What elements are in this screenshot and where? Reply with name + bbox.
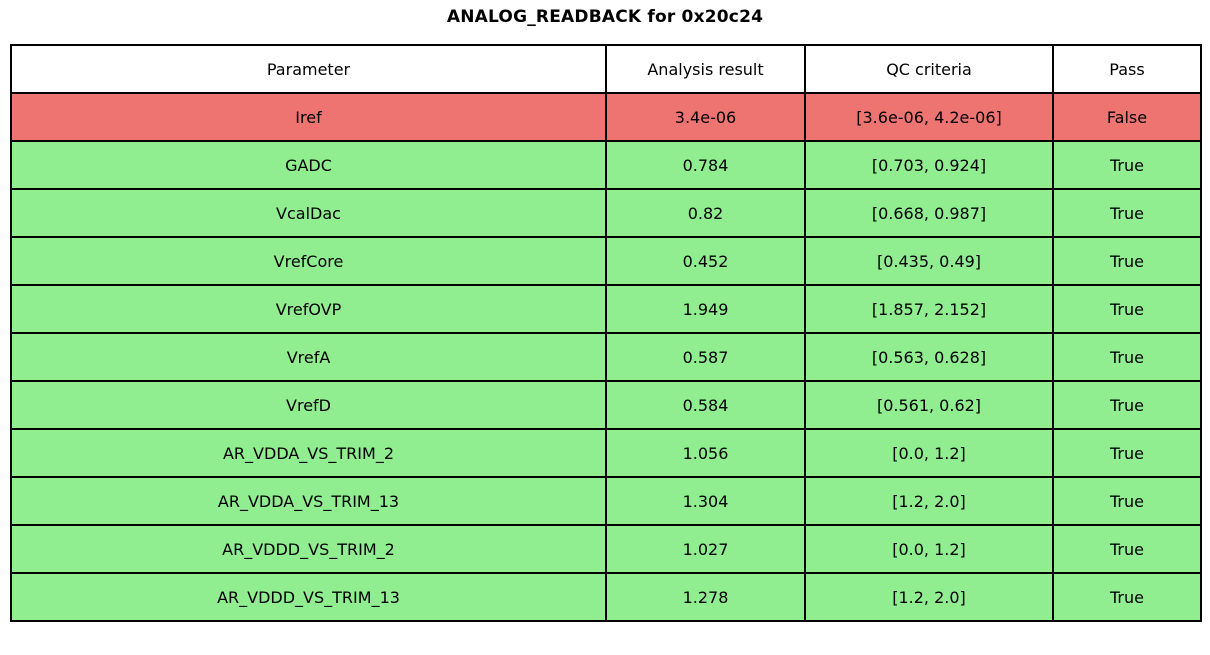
readback-table: Parameter Analysis result QC criteria Pa… <box>10 44 1202 622</box>
table-row: AR_VDDA_VS_TRIM_2 1.056 [0.0, 1.2] True <box>10 428 1202 478</box>
cell-parameter: AR_VDDA_VS_TRIM_2 <box>10 428 607 478</box>
cell-analysis-result: 0.587 <box>605 332 806 382</box>
cell-analysis-result: 1.027 <box>605 524 806 574</box>
cell-analysis-result: 0.584 <box>605 380 806 430</box>
cell-pass: True <box>1052 572 1202 622</box>
cell-parameter: VcalDac <box>10 188 607 238</box>
cell-qc-criteria: [0.435, 0.49] <box>804 236 1054 286</box>
cell-qc-criteria: [3.6e-06, 4.2e-06] <box>804 92 1054 142</box>
table-row: VcalDac 0.82 [0.668, 0.987] True <box>10 188 1202 238</box>
cell-parameter: AR_VDDA_VS_TRIM_13 <box>10 476 607 526</box>
table-row: VrefA 0.587 [0.563, 0.628] True <box>10 332 1202 382</box>
cell-parameter: AR_VDDD_VS_TRIM_2 <box>10 524 607 574</box>
cell-qc-criteria: [0.0, 1.2] <box>804 524 1054 574</box>
cell-pass: True <box>1052 476 1202 526</box>
cell-qc-criteria: [1.857, 2.152] <box>804 284 1054 334</box>
cell-parameter: GADC <box>10 140 607 190</box>
cell-analysis-result: 1.949 <box>605 284 806 334</box>
col-header-pass: Pass <box>1052 44 1202 94</box>
col-header-analysis-result: Analysis result <box>605 44 806 94</box>
header-row: Parameter Analysis result QC criteria Pa… <box>10 44 1202 94</box>
cell-pass: True <box>1052 188 1202 238</box>
cell-analysis-result: 0.82 <box>605 188 806 238</box>
cell-qc-criteria: [1.2, 2.0] <box>804 572 1054 622</box>
cell-qc-criteria: [0.0, 1.2] <box>804 428 1054 478</box>
col-header-qc-criteria: QC criteria <box>804 44 1054 94</box>
cell-pass: True <box>1052 284 1202 334</box>
cell-qc-criteria: [0.563, 0.628] <box>804 332 1054 382</box>
cell-parameter: VrefD <box>10 380 607 430</box>
cell-qc-criteria: [0.668, 0.987] <box>804 188 1054 238</box>
cell-qc-criteria: [0.561, 0.62] <box>804 380 1054 430</box>
cell-parameter: Iref <box>10 92 607 142</box>
cell-pass: True <box>1052 140 1202 190</box>
cell-pass: True <box>1052 236 1202 286</box>
col-header-parameter: Parameter <box>10 44 607 94</box>
page-title: ANALOG_READBACK for 0x20c24 <box>446 7 764 27</box>
table-row: AR_VDDA_VS_TRIM_13 1.304 [1.2, 2.0] True <box>10 476 1202 526</box>
cell-qc-criteria: [1.2, 2.0] <box>804 476 1054 526</box>
cell-pass: True <box>1052 428 1202 478</box>
cell-parameter: VrefCore <box>10 236 607 286</box>
cell-qc-criteria: [0.703, 0.924] <box>804 140 1054 190</box>
table-row: VrefD 0.584 [0.561, 0.62] True <box>10 380 1202 430</box>
cell-pass: True <box>1052 524 1202 574</box>
cell-analysis-result: 3.4e-06 <box>605 92 806 142</box>
cell-analysis-result: 1.056 <box>605 428 806 478</box>
cell-analysis-result: 1.304 <box>605 476 806 526</box>
cell-pass: False <box>1052 92 1202 142</box>
table-row: AR_VDDD_VS_TRIM_13 1.278 [1.2, 2.0] True <box>10 572 1202 622</box>
cell-parameter: VrefA <box>10 332 607 382</box>
table-row: GADC 0.784 [0.703, 0.924] True <box>10 140 1202 190</box>
table-body: Iref 3.4e-06 [3.6e-06, 4.2e-06] False GA… <box>10 92 1202 622</box>
table-row: AR_VDDD_VS_TRIM_2 1.027 [0.0, 1.2] True <box>10 524 1202 574</box>
cell-pass: True <box>1052 332 1202 382</box>
table-row: VrefCore 0.452 [0.435, 0.49] True <box>10 236 1202 286</box>
table-row: Iref 3.4e-06 [3.6e-06, 4.2e-06] False <box>10 92 1202 142</box>
table-row: VrefOVP 1.949 [1.857, 2.152] True <box>10 284 1202 334</box>
cell-parameter: AR_VDDD_VS_TRIM_13 <box>10 572 607 622</box>
cell-parameter: VrefOVP <box>10 284 607 334</box>
cell-analysis-result: 0.452 <box>605 236 806 286</box>
cell-analysis-result: 0.784 <box>605 140 806 190</box>
cell-pass: True <box>1052 380 1202 430</box>
cell-analysis-result: 1.278 <box>605 572 806 622</box>
